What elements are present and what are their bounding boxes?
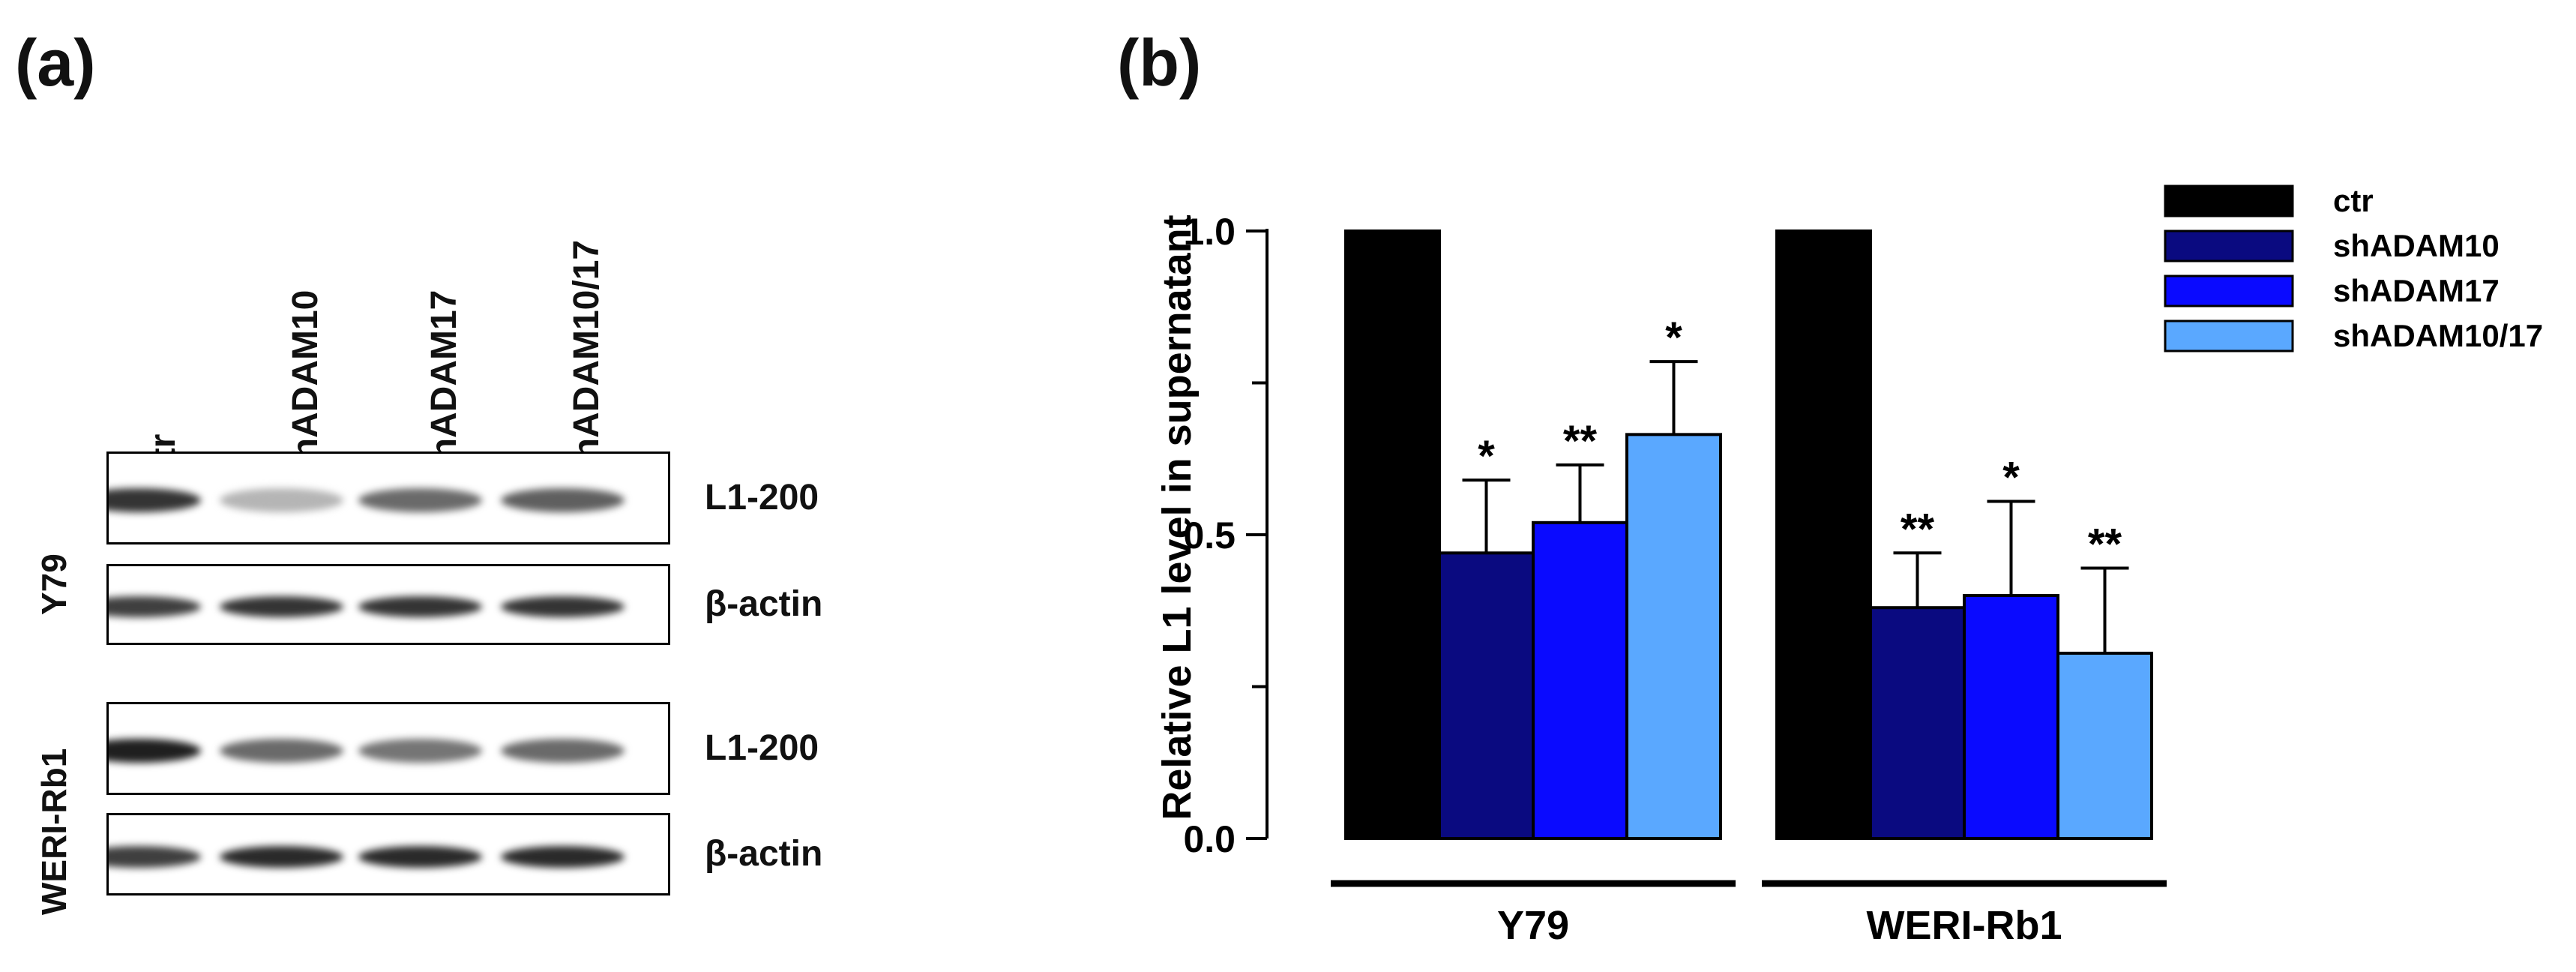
legend-label: shADAM10	[2333, 228, 2500, 263]
bar	[1963, 594, 2059, 840]
blot-band	[358, 846, 482, 868]
bar	[1344, 230, 1441, 840]
legend: ctr shADAM10 shADAM17 shADAM10/17	[2164, 183, 2543, 353]
significance-label: *	[1478, 432, 1495, 481]
blot-strip	[106, 702, 670, 795]
blot-band	[220, 846, 343, 868]
bar	[1532, 520, 1628, 840]
band-name: β-actin	[705, 834, 823, 874]
significance-label: **	[1901, 505, 1935, 554]
blot-strip	[106, 564, 670, 645]
bar	[1625, 433, 1722, 840]
panel-a-label: (a)	[15, 26, 96, 100]
y-tick-label: 0.0	[1183, 818, 1236, 860]
legend-label: shADAM17	[2333, 273, 2500, 308]
blot-band	[501, 488, 625, 512]
category-label: Y79	[1497, 903, 1569, 948]
significance-label: *	[2002, 453, 2020, 502]
blot-band	[220, 596, 343, 617]
band-name: L1-200	[705, 728, 819, 768]
bar	[1869, 606, 1966, 840]
band-name: β-actin	[705, 584, 823, 624]
significance-label: **	[2088, 520, 2122, 569]
blot-band	[358, 488, 482, 512]
blot-band	[358, 596, 482, 617]
blot-band	[501, 739, 625, 763]
blot-band	[220, 488, 343, 512]
legend-swatch	[2164, 184, 2294, 218]
band-name: L1-200	[705, 478, 819, 518]
bar	[1775, 230, 1872, 840]
legend-swatch	[2164, 230, 2294, 262]
blot-band	[220, 739, 343, 763]
significance-label: *	[1665, 314, 1682, 362]
bar	[1438, 551, 1535, 840]
category-label: WERI-Rb1	[1867, 903, 2062, 948]
blot-band	[501, 846, 625, 868]
y-ticks: 0.0 0.5 1.0	[1183, 211, 1267, 860]
significance-label: **	[1563, 417, 1598, 466]
bars: * ********	[1344, 230, 2153, 841]
blot-strip	[106, 813, 670, 896]
blot-band	[501, 596, 625, 617]
blot-band	[358, 739, 482, 763]
bar	[2056, 651, 2153, 841]
y-tick-label: 1.0	[1183, 211, 1236, 253]
y-tick-label: 0.5	[1183, 514, 1236, 556]
legend-label: ctr	[2333, 183, 2374, 218]
y-axis-label: Relative L1 level in supernatant	[1155, 214, 1200, 820]
blot-strip	[106, 452, 670, 544]
panel-b-label: (b)	[1117, 26, 1202, 100]
category-groups: Y79 WERI-Rb1	[1331, 880, 2167, 948]
legend-swatch	[2164, 320, 2294, 352]
legend-label: shADAM10/17	[2333, 318, 2543, 353]
legend-swatch	[2164, 274, 2294, 308]
